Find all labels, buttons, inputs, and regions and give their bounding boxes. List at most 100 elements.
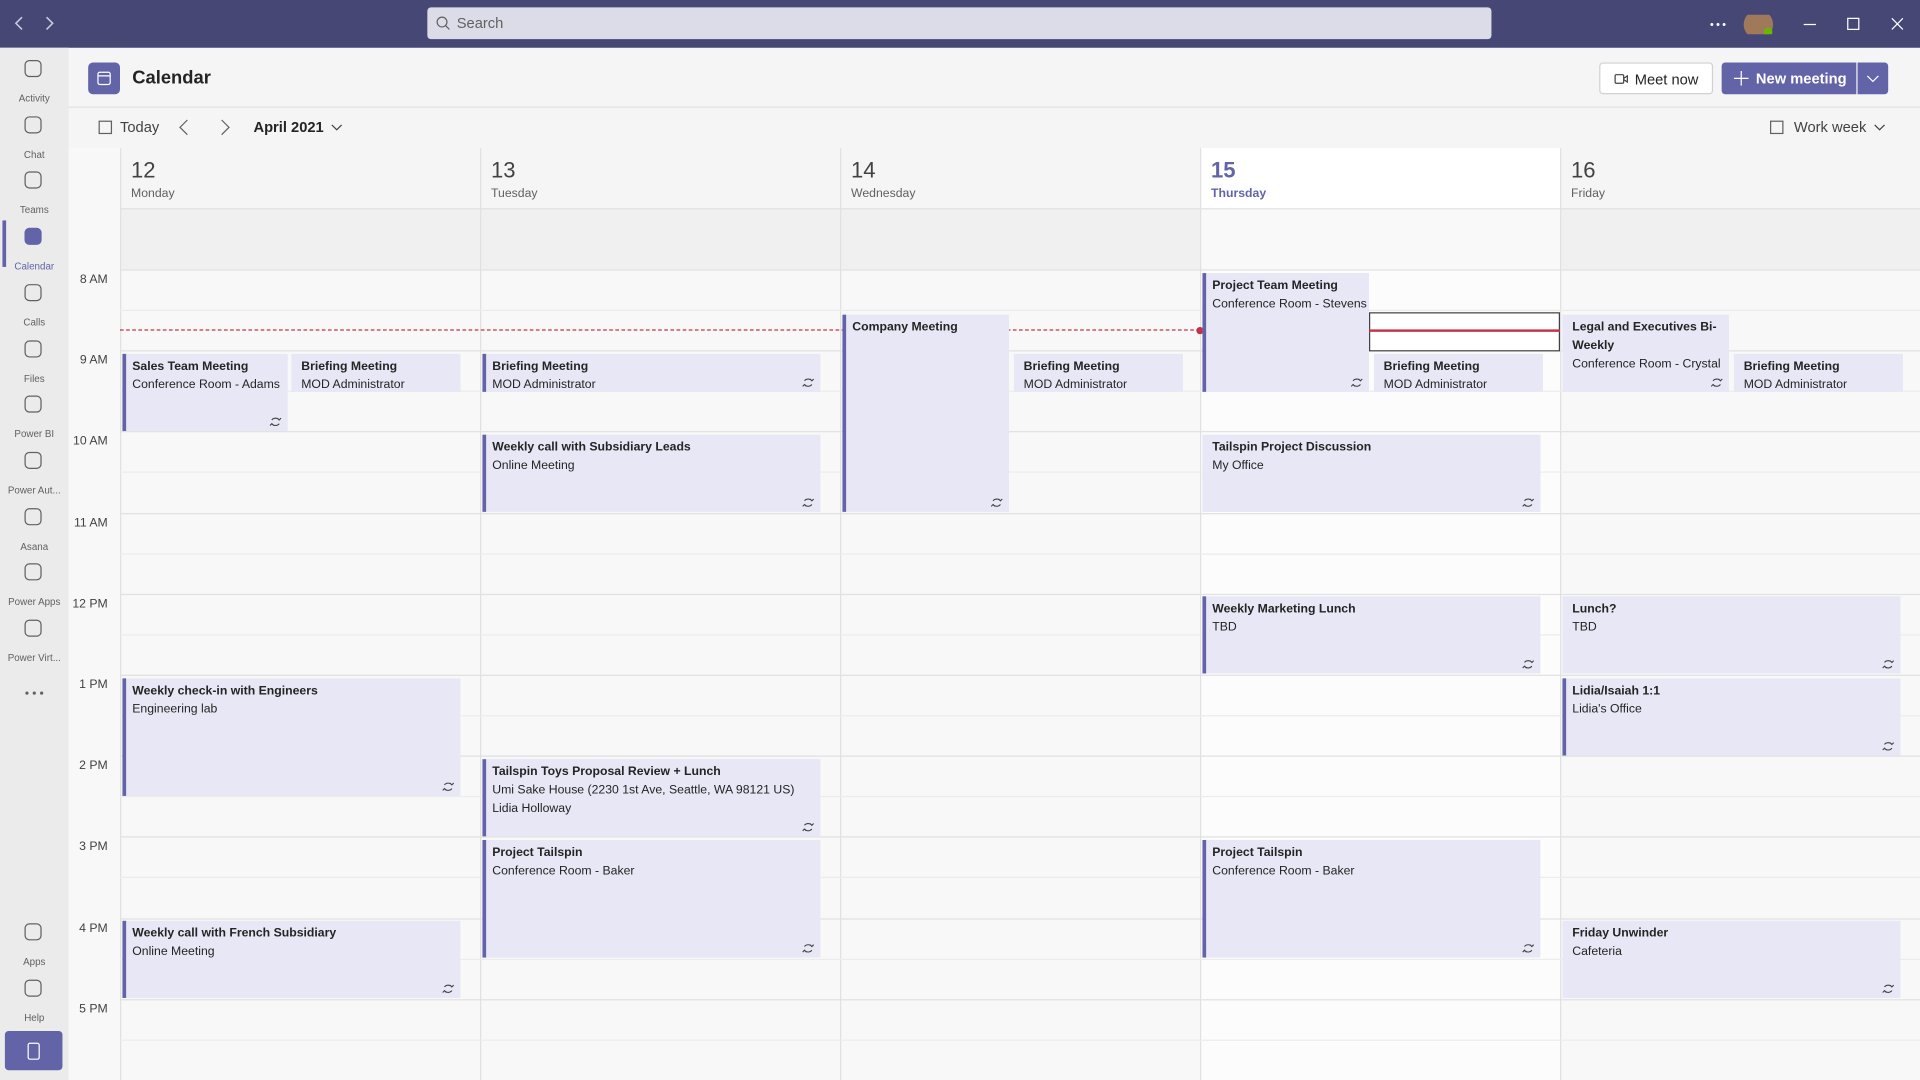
mobile-download[interactable]: [4, 1031, 63, 1071]
today-button[interactable]: Today: [98, 119, 159, 136]
app-bar-item[interactable]: Chat: [0, 109, 69, 163]
event-location: MOD Administrator: [301, 378, 405, 392]
window-controls[interactable]: [1708, 14, 1904, 35]
event-location: Conference Room - Stevens: [1212, 297, 1367, 312]
search-box[interactable]: Search: [427, 7, 1492, 40]
day-header[interactable]: 16 Friday: [1560, 148, 1920, 209]
half-hour-line: [120, 634, 1920, 636]
hour-line: [120, 674, 1920, 676]
title-bar: Search: [0, 0, 1920, 48]
app-icon: [24, 979, 42, 997]
new-meeting-button[interactable]: New meeting: [1721, 62, 1857, 95]
event-location: MOD Administrator: [492, 378, 596, 392]
app-bar-item[interactable]: Activity: [0, 53, 69, 107]
nav-arrows[interactable]: [10, 15, 59, 32]
day-name: Monday: [131, 187, 175, 201]
event-location: Online Meeting: [492, 459, 575, 473]
today-label: Today: [120, 118, 160, 136]
calendar-event[interactable]: Briefing Meeting MOD Administrator: [1013, 353, 1183, 392]
app-bar-item[interactable]: Files: [0, 332, 69, 386]
day-name: Friday: [1571, 187, 1606, 201]
event-title: Project Tailspin: [1212, 846, 1303, 860]
half-hour-line: [120, 877, 1920, 879]
selected-slot[interactable]: [1368, 312, 1561, 352]
week-nav[interactable]: [176, 119, 235, 136]
new-meeting-dropdown[interactable]: [1857, 62, 1889, 95]
event-location: Umi Sake House (2230 1st Ave, Seattle, W…: [492, 783, 795, 798]
app-bar-item[interactable]: Calls: [0, 276, 69, 330]
app-bar-item[interactable]: Power Aut...: [0, 444, 69, 498]
day-number: 16: [1571, 157, 1596, 183]
app-bar-item[interactable]: Power Apps: [0, 556, 69, 610]
event-organizer: Lidia Holloway: [492, 802, 572, 816]
event-title: Company Meeting: [852, 320, 958, 335]
calendar-event[interactable]: Briefing Meeting MOD Administrator: [482, 353, 821, 392]
calendar-event[interactable]: Lunch? TBD: [1562, 596, 1901, 674]
app-bar-item[interactable]: Help: [0, 972, 69, 1026]
meet-now-label: Meet now: [1634, 71, 1699, 89]
day-column: [480, 148, 840, 1080]
calendar-event[interactable]: Briefing Meeting MOD Administrator: [1733, 353, 1903, 392]
app-icon: [24, 451, 42, 469]
calendar-event[interactable]: Lidia/Isaiah 1:1 Lidia's Office: [1562, 678, 1901, 756]
calendar-event[interactable]: Weekly call with Subsidiary Leads Online …: [482, 434, 821, 512]
app-bar-item[interactable]: Calendar: [0, 221, 69, 275]
app-bar-item[interactable]: Power Virt...: [0, 612, 69, 666]
month-picker[interactable]: April 2021: [253, 119, 343, 136]
event-title: Briefing Meeting: [301, 360, 398, 374]
calendar-event[interactable]: Tailspin Project Discussion My Office: [1202, 434, 1541, 512]
day-header[interactable]: 15 Thursday: [1200, 148, 1561, 209]
day-column: [840, 148, 1200, 1080]
day-header[interactable]: 14 Wednesday: [840, 148, 1201, 209]
calendar-event[interactable]: Weekly Marketing Lunch TBD: [1202, 596, 1541, 674]
app-bar-item[interactable]: Teams: [0, 165, 69, 219]
calendar-event[interactable]: Project Team Meeting Conference Room - St…: [1202, 273, 1369, 392]
event-location: Conference Room - Baker: [492, 864, 635, 878]
day-header[interactable]: 12 Monday: [120, 148, 481, 209]
app-label: Power Aut...: [7, 484, 61, 496]
more-apps[interactable]: [24, 681, 44, 701]
calendar-event[interactable]: Project Tailspin Conference Room - Baker: [1202, 840, 1541, 958]
calendar-event[interactable]: Weekly call with French Subsidiary Online…: [122, 920, 461, 998]
new-meeting-label: New meeting: [1755, 69, 1847, 87]
app-label: Chat: [23, 149, 45, 161]
app-bar-item[interactable]: Apps: [0, 916, 69, 970]
time-label: 1 PM: [79, 678, 108, 692]
event-title: Sales Team Meeting: [132, 360, 249, 374]
event-location: Lidia's Office: [1572, 702, 1642, 717]
time-label: 8 AM: [79, 273, 108, 287]
time-label: 11 AM: [73, 516, 108, 530]
view-picker[interactable]: Work week: [1769, 118, 1886, 136]
app-label: Power Apps: [8, 596, 61, 608]
app-bar-item[interactable]: Power BI: [0, 388, 69, 442]
calendar-event[interactable]: Briefing Meeting MOD Administrator: [1373, 353, 1543, 392]
app-bar-item[interactable]: Asana: [0, 500, 69, 554]
meet-now-button[interactable]: Meet now: [1599, 62, 1714, 95]
calendar-event[interactable]: Legal and Executives Bi-Weekly Conference…: [1562, 314, 1729, 392]
calendar-event[interactable]: Project Tailspin Conference Room - Baker: [482, 840, 821, 958]
app-bar: Activity Chat Teams Calendar Calls Files Power…: [0, 47, 69, 1080]
time-label: 5 PM: [79, 1002, 108, 1017]
day-name: Tuesday: [491, 187, 538, 201]
half-hour-line: [120, 796, 1920, 798]
event-title: Briefing Meeting: [1743, 360, 1840, 374]
hour-line: [120, 431, 1920, 433]
calendar-event[interactable]: Friday Unwinder Cafeteria: [1562, 920, 1901, 998]
calendar-event[interactable]: Weekly check-in with Engineers Engineerin…: [122, 678, 461, 796]
month-label: April 2021: [253, 118, 324, 136]
day-header[interactable]: 13 Tuesday: [480, 148, 841, 209]
view-label: Work week: [1793, 118, 1867, 136]
app-label: Power BI: [14, 428, 55, 440]
calendar-event[interactable]: Sales Team Meeting Conference Room - Adam…: [122, 353, 288, 432]
calendar-event[interactable]: Tailspin Toys Proposal Review + Lunch Umi…: [482, 759, 821, 837]
app-label: Teams: [19, 204, 49, 216]
calendar-event[interactable]: Briefing Meeting MOD Administrator: [291, 353, 461, 392]
hour-line: [120, 998, 1920, 1001]
half-hour-line: [120, 958, 1920, 960]
half-hour-line: [120, 309, 1920, 312]
calendar-event[interactable]: Company Meeting: [842, 314, 1009, 512]
time-label: 9 AM: [79, 354, 108, 368]
app-icon: [24, 619, 42, 637]
